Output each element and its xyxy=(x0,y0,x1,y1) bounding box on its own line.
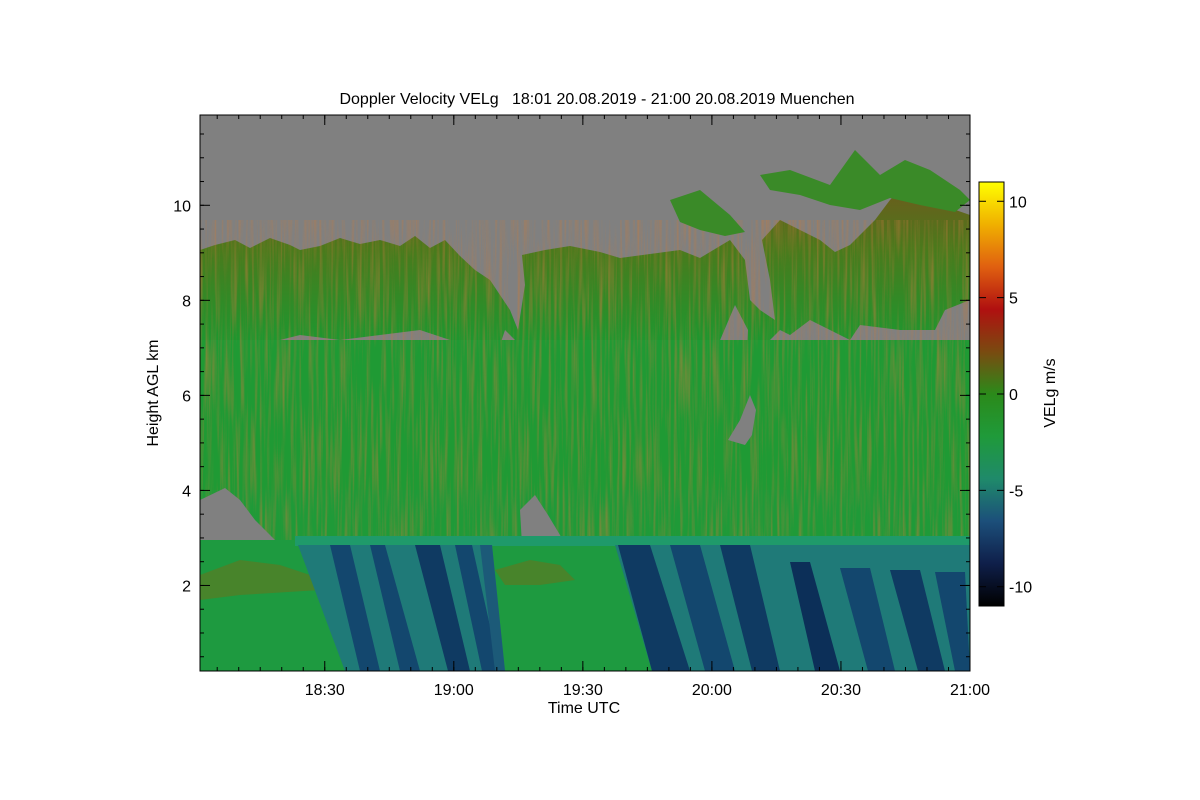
warm-layer-mid xyxy=(495,560,575,585)
plot-area xyxy=(200,115,970,671)
colorbar-tick-label: 10 xyxy=(1009,194,1027,211)
y-tick-label: 6 xyxy=(182,388,191,405)
rain-streak xyxy=(935,572,970,671)
rain-streak xyxy=(890,570,945,671)
colorbar-label: VELg m/s xyxy=(1042,358,1059,427)
y-axis-label: Height AGL km xyxy=(145,339,162,446)
fall-streak-texture xyxy=(200,220,970,540)
y-tick-label: 4 xyxy=(182,483,191,500)
rain-streak xyxy=(480,545,505,671)
y-tick-label: 8 xyxy=(182,293,191,310)
chart-title: Doppler Velocity VELg 18:01 20.08.2019 -… xyxy=(339,91,854,108)
high-cloud-fragment xyxy=(760,150,970,212)
x-tick-label: 21:00 xyxy=(950,682,990,699)
plot-frame xyxy=(199,114,971,672)
rain-streak xyxy=(415,545,470,671)
x-tick-label: 19:30 xyxy=(563,682,603,699)
rain-streak xyxy=(370,545,420,671)
melting-layer-band xyxy=(615,536,970,546)
rain-streak xyxy=(790,562,840,671)
colorbar-tick-label: 0 xyxy=(1009,387,1018,404)
rain-streak xyxy=(840,568,895,671)
x-axis: 18:30 19:00 19:30 20:00 20:30 21:00 xyxy=(216,115,990,699)
colorbar-ticks: 10 5 0 -5 -10 xyxy=(979,194,1032,597)
rain-streak xyxy=(330,545,380,671)
x-tick-label: 19:00 xyxy=(434,682,474,699)
colorbar-tick-label: -10 xyxy=(1009,580,1032,597)
colorbar-tick-label: -5 xyxy=(1009,483,1023,500)
colorbar-tick-label: 5 xyxy=(1009,291,1018,308)
x-axis-label: Time UTC xyxy=(548,700,620,717)
y-tick-label: 2 xyxy=(182,578,191,595)
rain-streak xyxy=(455,545,500,671)
warm-layer-left xyxy=(200,560,320,600)
x-tick-label: 20:30 xyxy=(821,682,861,699)
x-tick-label: 18:30 xyxy=(305,682,345,699)
y-axis: 2 4 6 8 10 xyxy=(173,133,970,658)
y-tick-label: 10 xyxy=(173,198,191,215)
rain-streak xyxy=(670,545,735,671)
rain-streak xyxy=(618,545,690,671)
x-tick-label: 20:00 xyxy=(692,682,732,699)
melting-layer-band xyxy=(295,536,620,546)
rain-streak xyxy=(720,545,780,671)
no-signal-gap xyxy=(728,395,756,445)
high-cloud-fragment xyxy=(670,190,745,236)
